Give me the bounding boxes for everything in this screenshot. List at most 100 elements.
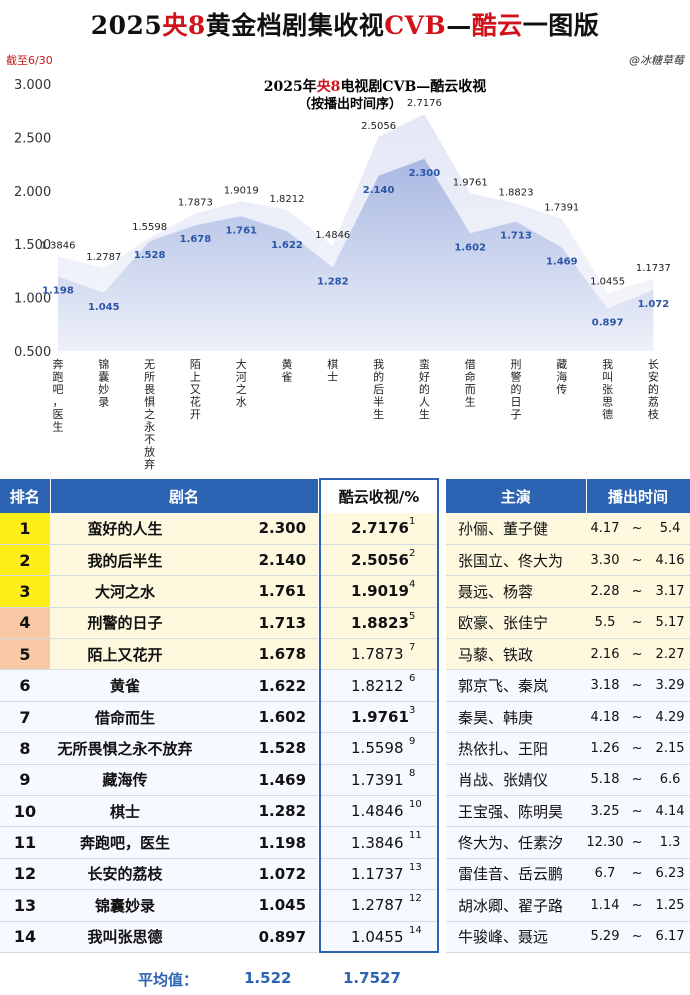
cell-kuyun: 1.3846 11 xyxy=(319,826,440,859)
cell-name: 大河之水 xyxy=(50,575,200,608)
cell-end-date: 4.14 xyxy=(650,795,690,828)
cell-cvb: 1.602 xyxy=(200,701,319,734)
x-tick-label: 无所畏惧之永不放弃 xyxy=(144,358,155,471)
table-row: 2 我的后半生 2.140 2.5056 2 张国立、佟大为 3.30 ~4.16 xyxy=(0,544,690,577)
cell-end-date: 1.3 xyxy=(650,826,690,859)
kuyun-data-label: 1.3846 xyxy=(41,241,76,252)
cell-rank: 12 xyxy=(0,858,50,891)
cvb-data-label: 1.622 xyxy=(271,240,303,251)
cell-rank: 6 xyxy=(0,669,50,702)
cell-end-date: 2.27 xyxy=(650,638,690,671)
cell-actors: 雷佳音、岳云鹏 xyxy=(446,858,587,891)
cell-cvb: 0.897 xyxy=(200,921,319,953)
kuyun-rank: 9 xyxy=(409,736,416,748)
author-watermark: @冰糖草莓 xyxy=(629,54,684,67)
cell-kuyun: 1.5598 9 xyxy=(319,732,440,765)
cell-kuyun: 2.5056 2 xyxy=(319,544,440,577)
header-kuyun: 酷云收视/% xyxy=(319,478,440,513)
kuyun-data-label: 1.8212 xyxy=(270,194,305,205)
x-tick-label: 奔跑吧，医生 xyxy=(53,358,64,434)
cell-cvb: 1.282 xyxy=(200,795,319,828)
cell-start-date: 3.18 xyxy=(586,669,625,702)
chart-areas xyxy=(58,114,654,351)
cvb-data-label: 1.198 xyxy=(42,286,74,297)
cell-tilde: ~ xyxy=(624,764,651,797)
cell-kuyun: 1.4846 10 xyxy=(319,795,440,828)
x-tick-label: 蛮好的人生 xyxy=(419,357,430,421)
cell-end-date: 4.16 xyxy=(650,544,690,577)
cell-start-date: 2.28 xyxy=(586,575,625,608)
cell-name: 我叫张思德 xyxy=(50,921,200,953)
title-part-year: 2025 xyxy=(90,11,163,40)
cell-cvb: 2.300 xyxy=(200,513,319,545)
cell-actors: 牛骏峰、聂远 xyxy=(446,921,587,953)
cell-end-date: 6.17 xyxy=(650,921,690,953)
cell-end-date: 1.25 xyxy=(650,889,690,922)
table-row: 11 奔跑吧，医生 1.198 1.3846 11 佟大为、任素汐 12.30 ~1.3 xyxy=(0,826,690,859)
cell-tilde: ~ xyxy=(624,889,651,922)
cell-name: 我的后半生 xyxy=(50,544,200,577)
kuyun-data-label: 1.7391 xyxy=(544,203,579,214)
y-tick-label: 1.000 xyxy=(14,292,51,307)
cell-rank: 8 xyxy=(0,732,50,765)
table-row: 14 我叫张思德 0.897 1.0455 14 牛骏峰、聂远 5.29 ~6.17 xyxy=(0,921,690,954)
kuyun-data-label: 1.4846 xyxy=(315,230,350,241)
cell-rank: 4 xyxy=(0,607,50,640)
cvb-area xyxy=(58,158,654,351)
kuyun-data-label: 1.9019 xyxy=(224,185,259,196)
cell-name: 锦囊妙录 xyxy=(50,889,200,922)
cell-start-date: 4.17 xyxy=(586,513,625,545)
cell-tilde: ~ xyxy=(624,638,651,671)
kuyun-data-label: 2.7176 xyxy=(407,98,442,109)
kuyun-rank: 3 xyxy=(409,704,416,716)
cvb-data-label: 1.282 xyxy=(317,277,349,288)
cell-tilde: ~ xyxy=(624,544,651,577)
kuyun-value: 2.5056 xyxy=(351,551,409,570)
cell-end-date: 5.17 xyxy=(650,607,690,640)
kuyun-data-label: 1.2787 xyxy=(86,252,121,263)
cell-actors: 张国立、佟大为 xyxy=(446,544,587,577)
cell-kuyun: 1.0455 14 xyxy=(319,921,440,954)
cell-start-date: 2.16 xyxy=(586,638,625,671)
kuyun-rank: 7 xyxy=(409,642,416,654)
kuyun-value: 1.9761 xyxy=(351,708,409,727)
x-tick-label: 陌上又花开 xyxy=(190,358,201,421)
title-part-cvb: CVB xyxy=(384,11,447,40)
cell-start-date: 6.7 xyxy=(586,858,625,891)
cell-kuyun: 1.7391 8 xyxy=(319,764,440,797)
ratings-table: 排名 剧名 酷云收视/% 主演 播出时间 1 蛮好的人生 2.300 2.7176 1 孙… xyxy=(0,478,690,954)
cell-tilde: ~ xyxy=(624,921,651,953)
cell-name: 黄雀 xyxy=(50,669,200,702)
cell-kuyun: 1.7873 7 xyxy=(319,638,440,671)
kuyun-rank: 13 xyxy=(409,861,422,873)
cell-end-date: 6.23 xyxy=(650,858,690,891)
x-tick-label: 藏海传 xyxy=(556,358,567,396)
header-airtime: 播出时间 xyxy=(586,479,690,513)
table-row: 13 锦囊妙录 1.045 1.2787 12 胡冰卿、翟子路 1.14 ~1.25 xyxy=(0,889,690,922)
cell-cvb: 1.678 xyxy=(200,638,319,671)
main-title: 2025央8黄金档剧集收视CVB—酷云一图版 xyxy=(0,6,690,42)
kuyun-value: 1.3846 xyxy=(351,833,404,852)
cvb-data-label: 0.897 xyxy=(592,318,624,329)
cell-rank: 5 xyxy=(0,638,50,671)
cell-end-date: 3.29 xyxy=(650,669,690,702)
cvb-data-label: 1.761 xyxy=(225,225,257,236)
x-tick-label: 锦囊妙录 xyxy=(98,357,109,409)
cell-start-date: 12.30 xyxy=(586,826,625,859)
cell-actors: 孙俪、董子健 xyxy=(446,513,587,545)
kuyun-rank: 10 xyxy=(409,799,422,811)
y-tick-label: 0.500 xyxy=(14,345,51,360)
cell-rank: 1 xyxy=(0,513,50,545)
table-row: 6 黄雀 1.622 1.8212 6 郭京飞、秦岚 3.18 ~3.29 xyxy=(0,669,690,702)
cell-cvb: 1.761 xyxy=(200,575,319,608)
table-row: 8 无所畏惧之永不放弃 1.528 1.5598 9 热依扎、王阳 1.26 ~2.15 xyxy=(0,732,690,765)
cell-rank: 14 xyxy=(0,921,50,953)
ratings-area-chart: 0.500 1.000 1.500 2.000 2.500 3.000 1.3846 1.2… xyxy=(14,78,671,471)
cvb-data-label: 1.713 xyxy=(500,231,532,242)
cell-end-date: 3.17 xyxy=(650,575,690,608)
cell-tilde: ~ xyxy=(624,826,651,859)
cell-tilde: ~ xyxy=(624,795,651,828)
cell-rank: 2 xyxy=(0,544,50,577)
cell-cvb: 1.198 xyxy=(200,826,319,859)
cell-kuyun: 1.8212 6 xyxy=(319,669,440,702)
